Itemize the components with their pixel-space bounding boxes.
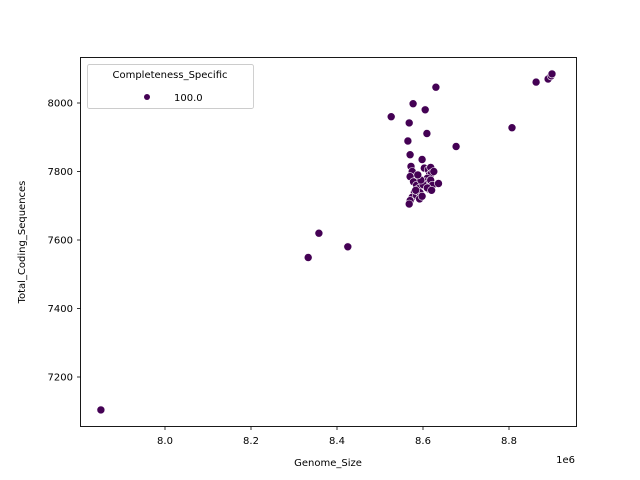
x-tick-label: 8.0 [157, 436, 173, 447]
data-points [96, 69, 557, 415]
data-point [434, 179, 443, 188]
legend-entry-label: 100.0 [174, 93, 203, 104]
data-point [405, 150, 415, 159]
data-point [427, 186, 436, 195]
y-tick-label: 7400 [48, 304, 73, 315]
y-tick-label: 7200 [48, 373, 73, 384]
data-point [451, 142, 461, 151]
data-point [404, 199, 414, 209]
data-point [413, 170, 423, 180]
legend-marker-icon [144, 94, 150, 100]
x-tick-label: 8.4 [329, 436, 345, 447]
x-axis-label: Genome_Size [294, 458, 362, 469]
x-tick-label: 8.8 [501, 436, 517, 447]
data-point [314, 228, 324, 238]
data-point [420, 105, 430, 115]
data-point [547, 69, 557, 79]
data-point [403, 136, 413, 146]
y-tick-label: 8000 [48, 99, 73, 110]
y-axis-ticks: 7200 7400 7600 7800 8000 [48, 99, 81, 384]
data-point [422, 129, 432, 138]
data-point [417, 191, 427, 201]
plot-frame [80, 57, 577, 427]
legend-box [87, 64, 254, 109]
data-point [386, 112, 396, 121]
y-axis-label: Total_Coding_Sequences [17, 181, 28, 305]
data-point [303, 253, 313, 262]
data-point [531, 77, 541, 87]
x-axis-ticks: 8.0 8.2 8.4 8.6 8.8 [157, 426, 517, 447]
data-point [404, 118, 414, 128]
x-tick-label: 8.6 [415, 436, 431, 447]
data-point [429, 167, 439, 176]
data-point [408, 99, 418, 108]
y-tick-label: 7800 [48, 167, 73, 178]
x-axis-offset-label: 1e6 [556, 455, 575, 466]
y-tick-label: 7600 [48, 236, 73, 247]
data-point [431, 82, 441, 92]
data-point [411, 186, 421, 195]
data-point [417, 155, 427, 164]
legend-title: Completeness_Specific [112, 70, 227, 81]
data-point [507, 123, 517, 132]
data-point [343, 242, 353, 252]
legend: Completeness_Specific 100.0 [87, 64, 254, 109]
data-point [96, 405, 106, 415]
x-tick-label: 8.2 [243, 436, 259, 447]
